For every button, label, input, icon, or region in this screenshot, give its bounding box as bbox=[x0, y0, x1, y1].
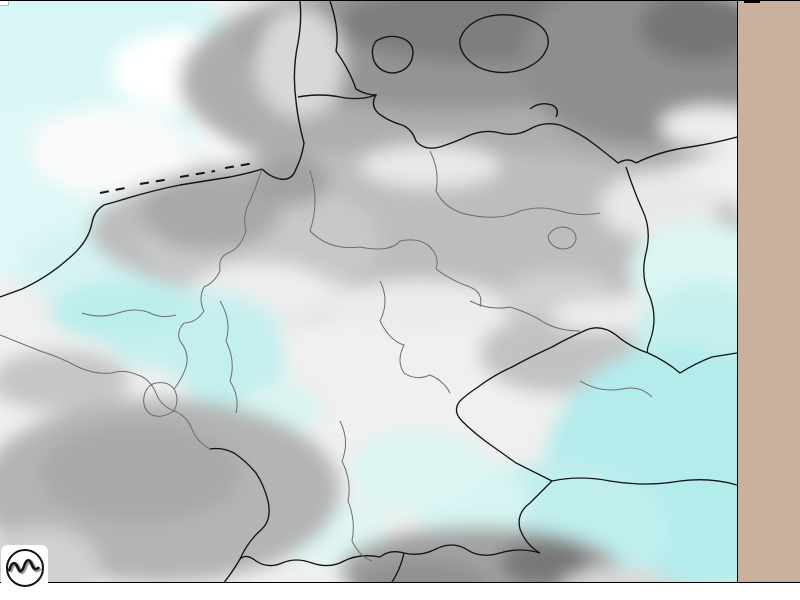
map-canvas bbox=[0, 1, 737, 600]
colorbar-panel bbox=[737, 1, 800, 600]
colorbar bbox=[744, 1, 760, 3]
coastline bbox=[0, 1, 737, 298]
metmaps-logo bbox=[1, 545, 48, 599]
national-borders bbox=[209, 166, 737, 600]
regional-borders bbox=[0, 150, 653, 562]
logo-wave-icon bbox=[7, 559, 40, 573]
map-title bbox=[0, 1, 9, 6]
attribution-footer bbox=[0, 582, 800, 600]
cloud-cover-map bbox=[0, 1, 737, 600]
